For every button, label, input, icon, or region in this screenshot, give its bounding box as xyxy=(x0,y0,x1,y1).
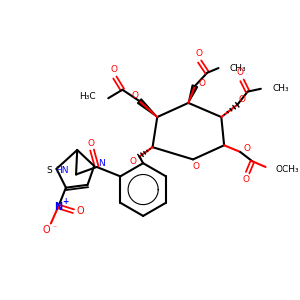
Text: ⁻: ⁻ xyxy=(52,224,57,233)
Text: CH₃: CH₃ xyxy=(272,84,289,93)
Text: N: N xyxy=(98,159,105,168)
Text: O: O xyxy=(242,175,249,184)
Polygon shape xyxy=(137,99,157,117)
Text: O: O xyxy=(198,79,205,88)
Text: O: O xyxy=(110,65,117,74)
Text: CH₃: CH₃ xyxy=(230,64,246,73)
Text: O: O xyxy=(237,68,244,77)
Text: HN: HN xyxy=(55,166,68,175)
Text: +: + xyxy=(62,197,68,206)
Text: O: O xyxy=(195,50,202,58)
Text: O: O xyxy=(42,225,50,235)
Text: O: O xyxy=(76,206,84,216)
Text: O: O xyxy=(238,94,245,103)
Text: H₃C: H₃C xyxy=(80,92,96,101)
Text: N: N xyxy=(54,202,62,212)
Text: O: O xyxy=(129,157,136,166)
Text: O: O xyxy=(88,139,94,148)
Text: O: O xyxy=(131,91,138,100)
Text: O: O xyxy=(192,161,200,170)
Text: O: O xyxy=(243,144,250,153)
Text: OCH₃: OCH₃ xyxy=(276,165,299,174)
Text: S: S xyxy=(46,166,52,175)
Polygon shape xyxy=(188,85,198,103)
